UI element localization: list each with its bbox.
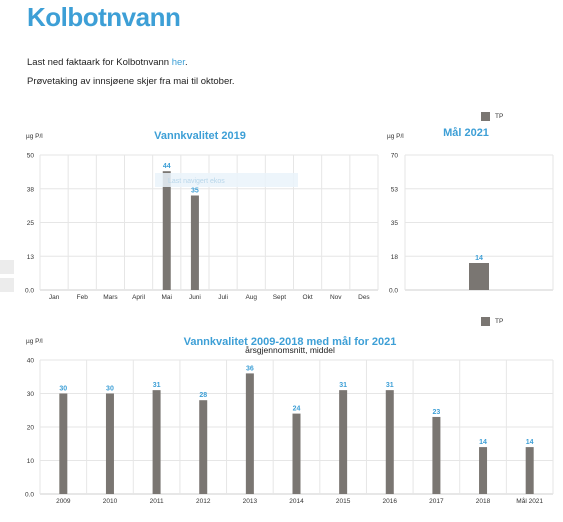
overlay-text: Last navigert ekos (168, 178, 225, 185)
chart-subtitle: årsgjennomsnitt, middel (245, 345, 335, 355)
y-tick-label: 0.0 (25, 492, 34, 499)
bar (479, 447, 488, 494)
x-tick-label: 2018 (476, 498, 491, 505)
x-tick-label: Sept (273, 294, 287, 301)
x-tick-label: Juni (189, 294, 201, 301)
factsheet-end: . (184, 57, 188, 68)
data-label: 31 (339, 382, 347, 389)
data-label: 14 (526, 439, 534, 446)
data-label: 23 (433, 409, 441, 416)
x-tick-label: 2009 (56, 498, 71, 505)
y-tick-label: 18 (391, 254, 399, 261)
bar (469, 263, 489, 290)
y-tick-label: 53 (391, 186, 399, 193)
bar (292, 413, 301, 494)
y-tick-label: 30 (27, 391, 35, 398)
y-tick-label: 13 (27, 254, 35, 261)
x-tick-label: 2010 (103, 498, 118, 505)
x-tick-label: Mars (103, 294, 118, 301)
data-label: 14 (475, 255, 483, 262)
x-tick-label: 2013 (243, 498, 258, 505)
bar (385, 390, 394, 494)
y-tick-label: 25 (27, 220, 35, 227)
page-title: Kolbotnvann (27, 2, 181, 32)
x-tick-label: Juli (218, 294, 228, 301)
x-tick-label: Feb (77, 294, 89, 301)
factsheet-link[interactable]: her (171, 57, 185, 68)
legend-swatch (481, 112, 490, 121)
x-tick-label: Aug (245, 294, 257, 301)
y-axis-unit: µg P/l (26, 338, 43, 345)
x-tick-label: April (132, 294, 146, 301)
legend-swatch (481, 317, 490, 326)
data-label: 24 (293, 406, 301, 413)
data-label: 31 (153, 382, 161, 389)
y-tick-label: 20 (27, 425, 35, 432)
bar (245, 373, 254, 494)
y-tick-label: 40 (27, 358, 35, 365)
factsheet-line: Last ned faktaark for Kolbotnvann her. (27, 57, 188, 68)
bar (432, 416, 441, 494)
data-label: 35 (191, 188, 199, 195)
edge-widget (0, 278, 14, 292)
y-tick-label: 0.0 (25, 288, 34, 295)
x-tick-label: 2014 (289, 498, 304, 505)
data-label: 28 (199, 392, 207, 399)
bar (190, 195, 199, 290)
x-tick-label: 2012 (196, 498, 211, 505)
bar (525, 447, 534, 494)
y-axis-unit: µg P/l (26, 133, 43, 140)
chart-title: Mål 2021 (443, 127, 489, 139)
x-tick-label: 2017 (429, 498, 444, 505)
y-tick-label: 10 (27, 458, 35, 465)
data-label: 30 (106, 386, 114, 393)
data-label: 30 (59, 386, 67, 393)
data-label: 31 (386, 382, 394, 389)
y-axis-unit: µg P/l (387, 133, 404, 140)
factsheet-text: Last ned faktaark for Kolbotnvann (27, 57, 170, 68)
sampling-text: Prøvetaking av innsjøene skjer fra mai t… (27, 76, 235, 87)
bar (59, 393, 68, 494)
y-tick-label: 38 (27, 186, 35, 193)
x-tick-label: Mål 2021 (516, 497, 543, 505)
bar (152, 390, 161, 494)
x-tick-label: Des (358, 294, 370, 301)
x-tick-label: 2011 (150, 498, 164, 505)
data-label: 14 (479, 439, 487, 446)
bar (162, 171, 171, 290)
bar (339, 390, 348, 494)
x-tick-label: Jan (49, 294, 60, 301)
x-tick-label: Mai (162, 294, 172, 301)
edge-widget (0, 260, 14, 274)
bar (199, 400, 208, 494)
x-tick-label: 2016 (383, 498, 398, 505)
bar (105, 393, 114, 494)
overlay-box (155, 173, 298, 187)
y-tick-label: 70 (391, 153, 399, 160)
data-label: 44 (163, 163, 171, 170)
data-label: 36 (246, 365, 254, 372)
x-tick-label: 2015 (336, 498, 351, 505)
y-tick-label: 35 (391, 220, 399, 227)
x-tick-label: Okt (303, 294, 313, 301)
legend-label: TP (495, 318, 503, 325)
x-tick-label: Nov (330, 294, 342, 301)
y-tick-label: 0.0 (389, 288, 398, 295)
chart-title: Vannkvalitet 2009-2018 med mål for 2021 (184, 336, 397, 348)
y-tick-label: 50 (27, 153, 35, 160)
legend-label: TP (495, 113, 503, 120)
chart-title: Vannkvalitet 2019 (154, 130, 246, 142)
